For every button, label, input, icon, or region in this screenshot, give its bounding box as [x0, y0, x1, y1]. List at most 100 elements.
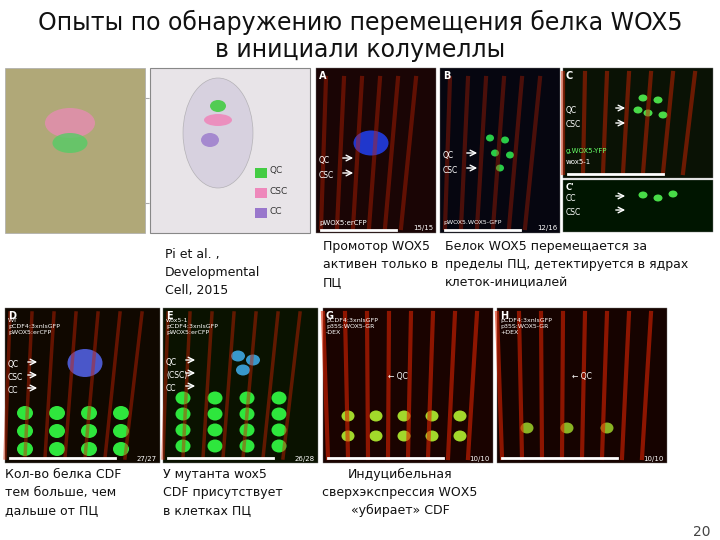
Text: QC: QC — [270, 166, 283, 176]
Text: CC: CC — [166, 384, 176, 393]
Text: CSC: CSC — [319, 171, 334, 180]
Ellipse shape — [506, 152, 514, 159]
Ellipse shape — [240, 392, 254, 404]
Ellipse shape — [496, 165, 504, 172]
Text: ← QC: ← QC — [572, 372, 592, 381]
Text: 26/28: 26/28 — [295, 456, 315, 462]
Text: A: A — [319, 71, 326, 81]
Ellipse shape — [176, 440, 191, 453]
Text: wox5-1
pCDF4:3xnlsGFP
pWOX5:erCFP: wox5-1 pCDF4:3xnlsGFP pWOX5:erCFP — [166, 318, 218, 335]
Ellipse shape — [271, 423, 287, 436]
Text: CC: CC — [566, 194, 577, 203]
Text: wox5-1: wox5-1 — [566, 159, 591, 165]
Ellipse shape — [49, 442, 65, 456]
Ellipse shape — [659, 111, 667, 118]
Ellipse shape — [426, 410, 438, 422]
Ellipse shape — [231, 350, 245, 361]
Ellipse shape — [454, 410, 467, 422]
Text: D: D — [8, 311, 16, 321]
Text: C: C — [566, 71, 573, 81]
Text: 27/27: 27/27 — [137, 456, 157, 462]
Ellipse shape — [113, 406, 129, 420]
Ellipse shape — [201, 133, 219, 147]
Text: E: E — [166, 311, 173, 321]
Text: WT
pCDF4:3xnlsGFP
pWOX5:erCFP: WT pCDF4:3xnlsGFP pWOX5:erCFP — [8, 318, 60, 335]
Ellipse shape — [240, 408, 254, 421]
Text: QC: QC — [566, 106, 577, 115]
Text: Промотор WOX5
активен только в
ПЦ: Промотор WOX5 активен только в ПЦ — [323, 240, 438, 289]
Ellipse shape — [639, 192, 647, 199]
Ellipse shape — [246, 354, 260, 366]
Ellipse shape — [560, 422, 574, 434]
Text: pCDF4:3xnlsGFP
p35S:WOX5-GR
-DEX: pCDF4:3xnlsGFP p35S:WOX5-GR -DEX — [326, 318, 378, 335]
Text: CSC: CSC — [443, 166, 458, 175]
Ellipse shape — [644, 110, 652, 117]
Text: CSC: CSC — [566, 120, 581, 129]
Ellipse shape — [501, 137, 509, 144]
Ellipse shape — [341, 410, 354, 422]
Text: pWOX5:erCFP: pWOX5:erCFP — [319, 220, 366, 226]
Text: CSC: CSC — [8, 373, 23, 382]
Ellipse shape — [45, 108, 95, 138]
Ellipse shape — [341, 430, 354, 442]
Bar — [5, 68, 145, 233]
Ellipse shape — [176, 392, 191, 404]
Text: QC: QC — [8, 360, 19, 369]
Text: QC: QC — [443, 151, 454, 160]
Ellipse shape — [454, 430, 467, 442]
Text: QC: QC — [166, 358, 177, 367]
Ellipse shape — [271, 408, 287, 421]
Ellipse shape — [271, 392, 287, 404]
Bar — [563, 68, 713, 178]
Text: в инициали колумеллы: в инициали колумеллы — [215, 38, 505, 62]
Text: 15/15: 15/15 — [413, 225, 433, 231]
Ellipse shape — [207, 440, 222, 453]
Ellipse shape — [668, 191, 678, 198]
Bar — [255, 208, 267, 218]
Ellipse shape — [17, 406, 33, 420]
Bar — [255, 188, 267, 198]
Text: pWOX5.WOX5-GFP: pWOX5.WOX5-GFP — [443, 220, 501, 225]
Ellipse shape — [176, 408, 191, 421]
Ellipse shape — [369, 430, 382, 442]
Ellipse shape — [426, 430, 438, 442]
Bar — [497, 308, 667, 463]
Bar — [255, 168, 267, 178]
Text: Опыты по обнаружению перемещения белка WOX5: Опыты по обнаружению перемещения белка W… — [37, 10, 683, 35]
Ellipse shape — [176, 423, 191, 436]
Ellipse shape — [207, 408, 222, 421]
Ellipse shape — [397, 430, 410, 442]
Ellipse shape — [654, 97, 662, 104]
Ellipse shape — [204, 114, 232, 126]
Ellipse shape — [81, 424, 97, 438]
Ellipse shape — [53, 133, 88, 153]
Ellipse shape — [634, 106, 642, 113]
Text: C': C' — [566, 183, 575, 192]
Ellipse shape — [81, 406, 97, 420]
Ellipse shape — [654, 194, 662, 201]
Text: 20: 20 — [693, 525, 710, 539]
Ellipse shape — [68, 349, 102, 377]
Bar — [5, 308, 160, 463]
Ellipse shape — [49, 424, 65, 438]
Ellipse shape — [639, 94, 647, 102]
Bar — [323, 308, 493, 463]
Ellipse shape — [240, 440, 254, 453]
Text: 10/10: 10/10 — [469, 456, 490, 462]
Ellipse shape — [113, 442, 129, 456]
Text: ← QC: ← QC — [388, 372, 408, 381]
Ellipse shape — [17, 424, 33, 438]
Ellipse shape — [600, 422, 613, 434]
Text: (CSC): (CSC) — [166, 371, 187, 380]
Text: pCDF4:3xnlsGFP
p35S:WOX5-GR
+DEX: pCDF4:3xnlsGFP p35S:WOX5-GR +DEX — [500, 318, 552, 335]
Ellipse shape — [521, 422, 534, 434]
Ellipse shape — [240, 423, 254, 436]
Text: У мутанта wox5
CDF присутствует
в клетках ПЦ: У мутанта wox5 CDF присутствует в клетка… — [163, 468, 283, 517]
Ellipse shape — [491, 150, 499, 157]
Text: B: B — [443, 71, 451, 81]
Ellipse shape — [397, 410, 410, 422]
Text: Pi et al. ,
Developmental
Cell, 2015: Pi et al. , Developmental Cell, 2015 — [165, 248, 261, 297]
Bar — [316, 68, 436, 233]
Ellipse shape — [49, 406, 65, 420]
Ellipse shape — [207, 423, 222, 436]
